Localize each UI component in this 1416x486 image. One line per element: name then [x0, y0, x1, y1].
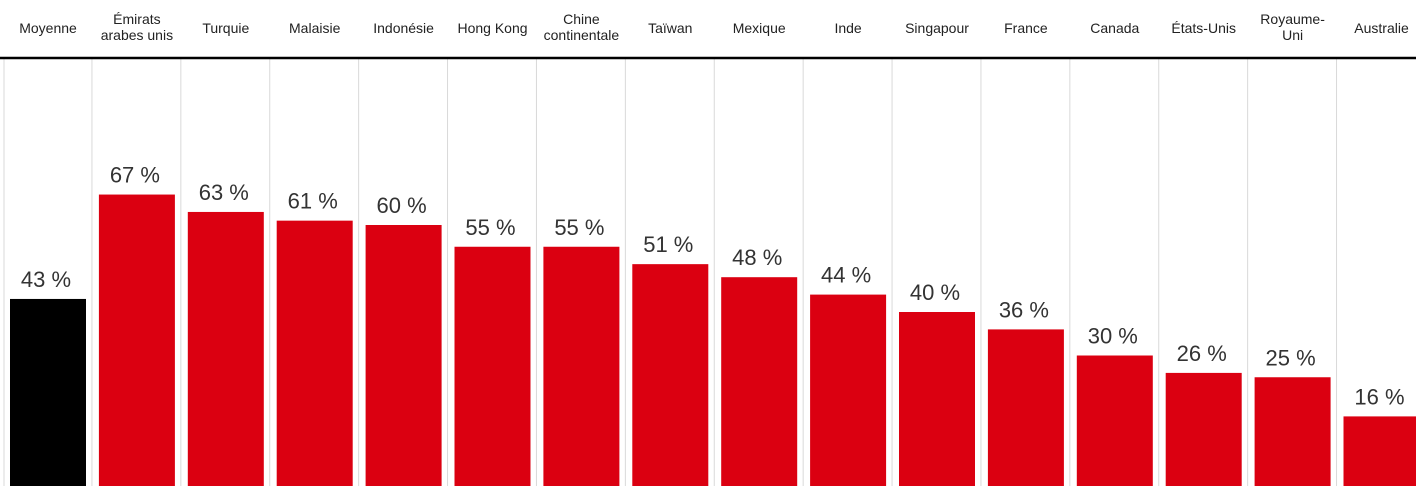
category-label: Australie [1354, 20, 1409, 36]
bar-country [365, 225, 442, 486]
bar-country [1165, 372, 1242, 486]
bar-country [632, 264, 709, 486]
bar-country [276, 220, 353, 486]
category-label: Mexique [733, 20, 786, 36]
value-label: 44 % [821, 263, 871, 288]
value-label: 26 % [1177, 341, 1227, 366]
bar-country [899, 312, 975, 486]
category-label: Moyenne [19, 20, 77, 36]
value-label: 48 % [732, 245, 782, 270]
value-label: 36 % [999, 297, 1049, 322]
bar-country [543, 246, 620, 486]
value-label: 55 % [554, 215, 604, 240]
category-label: Malaisie [289, 20, 341, 36]
value-labels: 43 % 67 % 63 % 61 % 60 % 55 % 55 % 51 % 48 % 44 %… [21, 163, 1405, 410]
value-label: 55 % [465, 215, 515, 240]
value-label: 67 % [110, 163, 160, 188]
bar-country [987, 329, 1064, 486]
category-label: Inde [834, 20, 861, 36]
value-label: 51 % [643, 232, 693, 257]
category-label: France [1004, 20, 1048, 36]
category-label: Canada [1090, 20, 1139, 36]
bar-country [721, 277, 798, 486]
value-label: 63 % [199, 180, 249, 205]
bar-country [98, 194, 175, 486]
category-label: Taïwan [648, 20, 692, 36]
value-label: 61 % [288, 189, 338, 214]
value-label: 40 % [910, 280, 960, 305]
bar-country [1076, 355, 1153, 486]
gridlines [3, 58, 1338, 486]
value-label: 25 % [1266, 345, 1316, 370]
category-label: Émirats arabes unis [101, 11, 173, 43]
bar-country [1343, 416, 1416, 486]
value-label: 60 % [377, 193, 427, 218]
bar-country [810, 294, 887, 486]
bars [10, 194, 1416, 486]
value-label: 43 % [21, 267, 71, 292]
bar-average [10, 298, 86, 486]
bar-country [1254, 377, 1331, 486]
bar-country [454, 246, 531, 486]
category-label: Royaume-Uni [1260, 11, 1325, 43]
category-labels: Moyenne Émirats arabes unis Turquie Malaisie… [19, 11, 1409, 43]
value-label: 16 % [1354, 384, 1404, 409]
category-label: Singapour [905, 20, 969, 36]
value-label: 30 % [1088, 324, 1138, 349]
category-label: Turquie [202, 20, 249, 36]
category-label: États-Unis [1171, 20, 1236, 36]
category-label: Hong Kong [457, 20, 527, 36]
bar-country [187, 211, 264, 486]
category-label: Indonésie [373, 20, 434, 36]
category-label: Chine continentale [544, 11, 620, 43]
